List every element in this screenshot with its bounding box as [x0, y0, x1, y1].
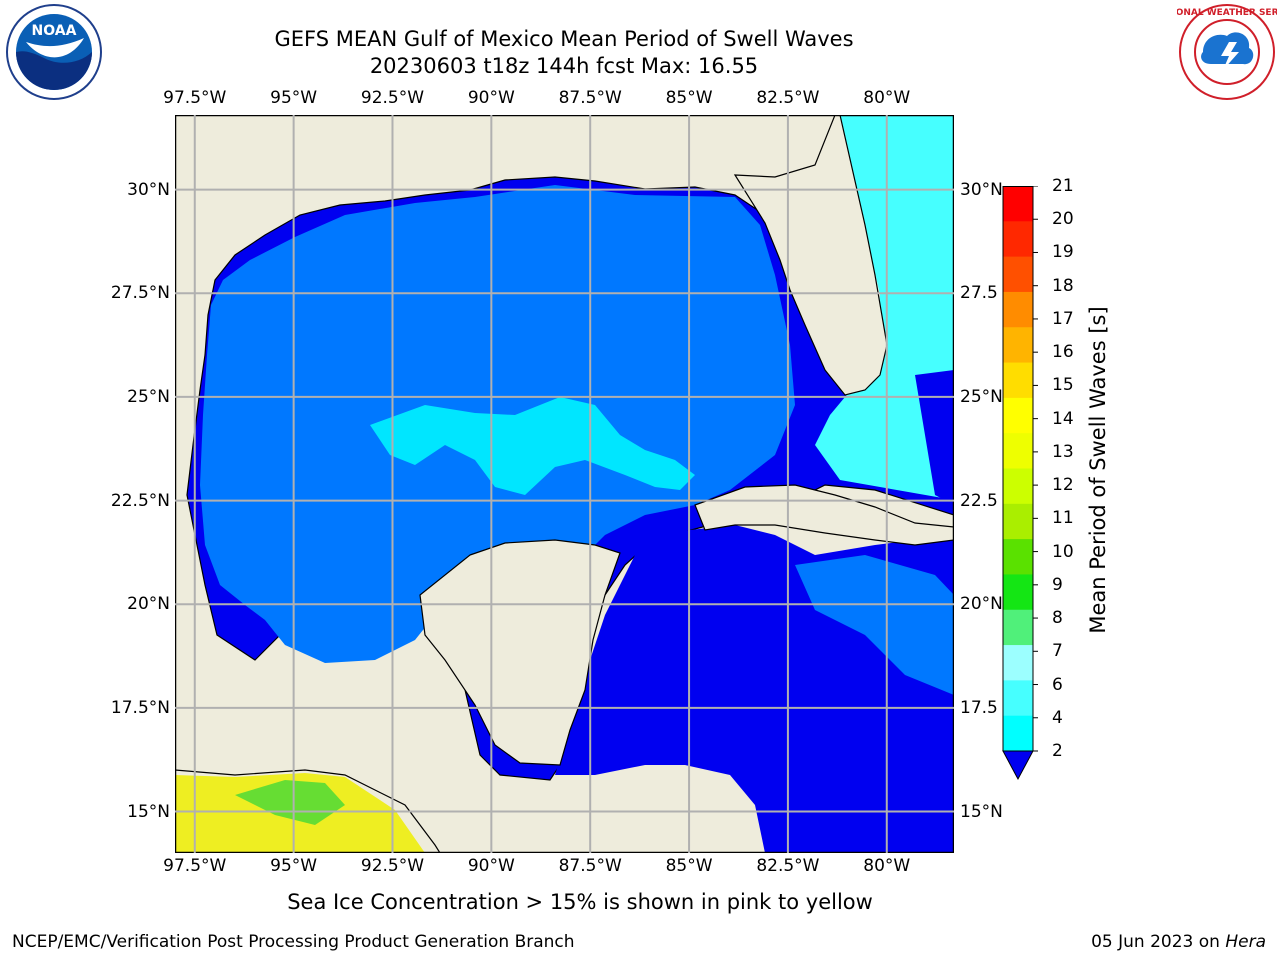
florida [733, 115, 888, 396]
sea-ice-green-patch [235, 780, 345, 825]
lat-tick-label: 30°N [960, 179, 1003, 200]
noaa-logo: NOAA [6, 4, 102, 100]
colorbar-tick-label: 19 [1052, 242, 1074, 263]
lat-tick-label: 22.5°N [110, 490, 170, 511]
credit-text: NCEP/EMC/Verification Post Processing Pr… [12, 932, 575, 952]
nws-logo-text: NATIONAL WEATHER SERVICE [1177, 8, 1277, 18]
colorbar-segment [1003, 433, 1033, 469]
lat-tick-label: 20°N [127, 594, 170, 615]
lon-tick-label: 87.5°W [558, 88, 622, 108]
colorbar-label: Mean Period of Swell Waves [s] [1086, 306, 1110, 634]
colorbar-segment [1003, 186, 1033, 222]
colorbar [1002, 186, 1038, 781]
colorbar-tick-label: 15 [1052, 375, 1074, 396]
lon-tick-label: 87.5°W [558, 856, 622, 876]
colorbar-tick-label: 6 [1052, 674, 1063, 695]
colorbar-tick-label: 16 [1052, 342, 1074, 363]
colorbar-segment [1003, 503, 1033, 540]
lat-tick-label: 15°N [960, 801, 1003, 822]
caribbean-light-patch [795, 555, 954, 695]
lon-tick-label: 80°W [863, 856, 911, 876]
colorbar-tick-label: 10 [1052, 541, 1074, 562]
lon-tick-label: 82.5°W [756, 88, 820, 108]
colorbar-segment [1003, 539, 1033, 575]
colorbar-segment [1003, 397, 1033, 434]
lon-tick-label: 92.5°W [360, 88, 425, 108]
colorbar-segment [1003, 256, 1033, 293]
lon-tick-label: 92.5°W [360, 856, 425, 876]
colorbar-segment [1003, 574, 1033, 611]
lon-tick-label: 85°W [665, 88, 713, 108]
colorbar-tick-label: 14 [1052, 408, 1074, 429]
colorbar-segment [1003, 609, 1033, 646]
machine-name: Hera [1225, 932, 1266, 952]
colorbar-segment [1003, 362, 1033, 399]
colorbar-segment [1003, 645, 1033, 681]
lon-tick-label: 97.5°W [163, 88, 227, 108]
colorbar-tick-label: 13 [1052, 441, 1074, 462]
lat-tick-label: 27.5 [960, 283, 998, 304]
lon-tick-label: 90°W [467, 856, 515, 876]
nws-logo: NATIONAL WEATHER SERVICE [1177, 4, 1277, 100]
colorbar-tick-label: 18 [1052, 275, 1074, 296]
map-gridlines [175, 115, 954, 853]
colorbar-segment [1003, 291, 1033, 328]
colorbar-tick-label: 7 [1052, 641, 1063, 662]
lat-tick-label: 25°N [960, 386, 1003, 407]
colorbar-segment [1003, 327, 1033, 364]
colorbar-tick-label: 20 [1052, 209, 1074, 230]
lat-tick-label: 27.5°N [110, 283, 170, 304]
colorbar-tick-label: 9 [1052, 574, 1063, 595]
lon-tick-label: 82.5°W [756, 856, 820, 876]
colorbar-tick-label: 11 [1052, 508, 1074, 529]
colorbar-segment [1003, 680, 1033, 717]
lat-tick-label: 25°N [127, 386, 170, 407]
sea-ice-note: Sea Ice Concentration > 15% is shown in … [287, 890, 873, 914]
map-plot [175, 115, 954, 853]
lon-tick-label: 95°W [270, 88, 318, 108]
lon-tick-label: 97.5°W [163, 856, 227, 876]
lon-tick-label: 90°W [467, 88, 515, 108]
lat-tick-label: 17.5 [960, 697, 998, 718]
noaa-logo-text: NOAA [32, 23, 77, 39]
lon-tick-label: 85°W [665, 856, 713, 876]
lon-tick-label: 95°W [270, 856, 318, 876]
lat-tick-label: 15°N [127, 801, 170, 822]
chart-subtitle: 20230603 t18z 144h fcst Max: 16.55 [369, 54, 759, 78]
colorbar-tick-label: 2 [1052, 741, 1063, 761]
lon-tick-label: 80°W [863, 88, 911, 108]
colorbar-tick-label: 17 [1052, 308, 1074, 329]
lat-tick-label: 30°N [127, 179, 170, 200]
colorbar-outline [1002, 186, 1034, 752]
colorbar-tick-label: 4 [1052, 707, 1063, 728]
run-date-text: 05 Jun 2023 on [1091, 932, 1220, 952]
atlantic-blue [915, 370, 954, 505]
colorbar-segment [1003, 221, 1033, 258]
colorbar-tick-label: 12 [1052, 475, 1074, 496]
colorbar-segment [1003, 715, 1033, 752]
colorbar-tick-label: 21 [1052, 176, 1074, 196]
atlantic-cyan [815, 115, 954, 500]
lat-tick-label: 17.5°N [110, 697, 170, 718]
colorbar-segment [1003, 468, 1033, 505]
colorbar-tick-label: 8 [1052, 608, 1063, 629]
swell-cyan-patch [370, 397, 695, 495]
colorbar-extend-triangle [1002, 750, 1034, 781]
lat-tick-label: 22.5 [960, 490, 998, 511]
run-date: 05 Jun 2023 on Hera [1091, 932, 1266, 952]
chart-title: GEFS MEAN Gulf of Mexico Mean Period of … [274, 27, 854, 51]
lat-tick-label: 20°N [960, 594, 1003, 615]
